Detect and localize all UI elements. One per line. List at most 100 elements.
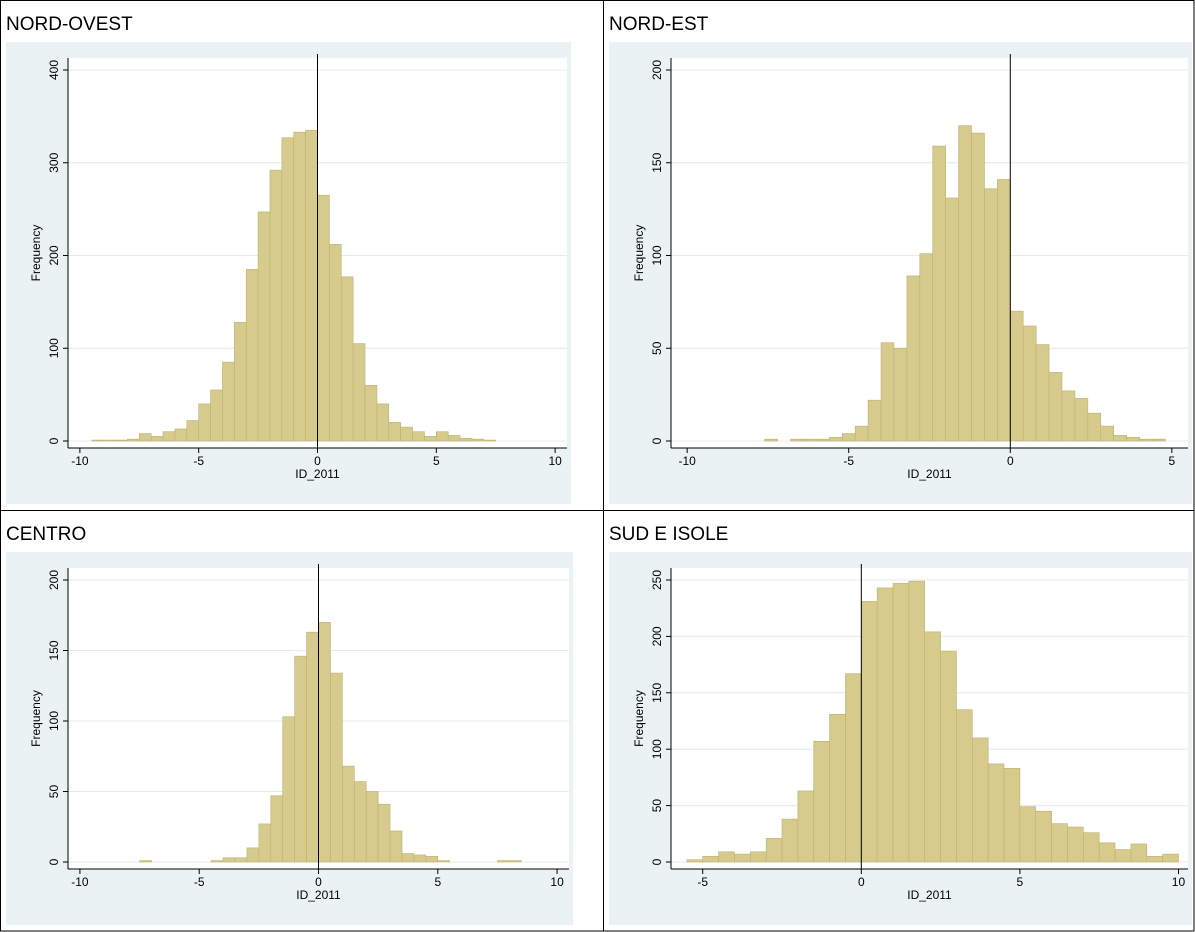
bar <box>139 860 152 863</box>
bar <box>790 438 804 442</box>
y-tick-label: 0 <box>47 437 61 444</box>
x-tick-label: -10 <box>71 454 89 468</box>
bar <box>365 791 379 863</box>
bar <box>377 803 391 863</box>
x-axis-label: ID_2011 <box>907 467 952 481</box>
bar <box>908 580 926 863</box>
y-tick-label: 300 <box>47 152 61 172</box>
bar <box>412 431 425 442</box>
bar <box>1009 310 1024 442</box>
y-tick-label: 150 <box>47 640 61 660</box>
y-tick-label: 0 <box>650 437 664 444</box>
x-tick-label: 10 <box>1172 875 1186 889</box>
bar <box>437 860 451 863</box>
y-axis-label: Frequency <box>632 225 646 282</box>
x-tick-label: 5 <box>434 875 441 889</box>
x-tick-label: 5 <box>1169 454 1176 468</box>
bar <box>483 439 497 442</box>
bar <box>364 385 378 442</box>
bar <box>103 439 116 442</box>
bar <box>234 857 248 863</box>
bar <box>352 343 366 442</box>
y-tick-label: 100 <box>47 711 61 731</box>
bar <box>257 211 271 442</box>
x-tick-label: -10 <box>678 454 696 468</box>
bar <box>749 851 767 863</box>
y-tick-label: 0 <box>47 858 61 865</box>
x-tick-label: -5 <box>193 454 204 468</box>
x-tick-label: 0 <box>314 454 321 468</box>
bar <box>1035 810 1052 863</box>
x-tick-label: 0 <box>1007 454 1014 468</box>
bar <box>1087 412 1102 442</box>
y-tick-label: 100 <box>650 245 664 265</box>
bar <box>1067 826 1084 863</box>
panel-title: NORD-OVEST <box>6 14 133 35</box>
bar <box>1074 398 1089 442</box>
bar <box>854 425 869 442</box>
bar <box>1098 842 1116 863</box>
bar <box>932 145 946 442</box>
bar <box>389 830 403 863</box>
bar <box>270 795 284 863</box>
bar <box>293 131 306 442</box>
bar <box>222 361 235 442</box>
bar <box>1019 806 1037 863</box>
bar <box>245 269 259 442</box>
bar <box>919 253 934 442</box>
bar <box>984 188 998 442</box>
bar <box>1139 438 1153 442</box>
bar <box>376 403 390 442</box>
y-tick-label: 50 <box>47 785 61 799</box>
bar <box>509 860 522 863</box>
bar <box>803 438 817 442</box>
bar <box>174 428 188 442</box>
bar <box>269 169 283 442</box>
x-tick-label: 0 <box>858 875 865 889</box>
bar <box>829 713 846 863</box>
bar <box>880 342 895 442</box>
y-tick-label: 50 <box>650 799 664 813</box>
x-tick-label: 5 <box>433 454 440 468</box>
y-tick-label: 50 <box>650 341 664 355</box>
bar <box>940 650 957 863</box>
bar <box>906 275 921 442</box>
x-tick-label: -5 <box>843 454 854 468</box>
y-tick-label: 0 <box>650 858 664 865</box>
y-tick-label: 100 <box>47 338 61 358</box>
bar <box>816 438 830 442</box>
bar <box>924 631 941 863</box>
y-tick-label: 400 <box>47 60 61 80</box>
bar <box>702 856 719 863</box>
bar <box>958 125 972 442</box>
bar <box>210 389 223 442</box>
bar <box>424 436 437 442</box>
bar <box>425 856 439 863</box>
bar <box>972 737 989 863</box>
bar <box>997 179 1011 442</box>
bar <box>401 853 415 863</box>
bar <box>1022 325 1037 442</box>
bar <box>138 433 152 442</box>
bar <box>1152 438 1166 442</box>
bar <box>686 859 704 863</box>
bar <box>258 823 272 863</box>
x-axis-label: ID_2011 <box>295 467 340 481</box>
x-tick-label: 10 <box>550 875 564 889</box>
bar <box>281 137 295 442</box>
bar <box>471 438 485 442</box>
y-tick-label: 200 <box>47 245 61 265</box>
bar <box>306 631 319 863</box>
bar <box>294 655 307 863</box>
bar <box>1162 853 1179 863</box>
bar <box>797 790 815 863</box>
bar <box>198 403 211 442</box>
bar <box>1100 425 1114 442</box>
bar <box>1003 768 1021 863</box>
bar <box>893 347 908 442</box>
bar <box>447 435 461 442</box>
bar <box>1130 843 1148 863</box>
